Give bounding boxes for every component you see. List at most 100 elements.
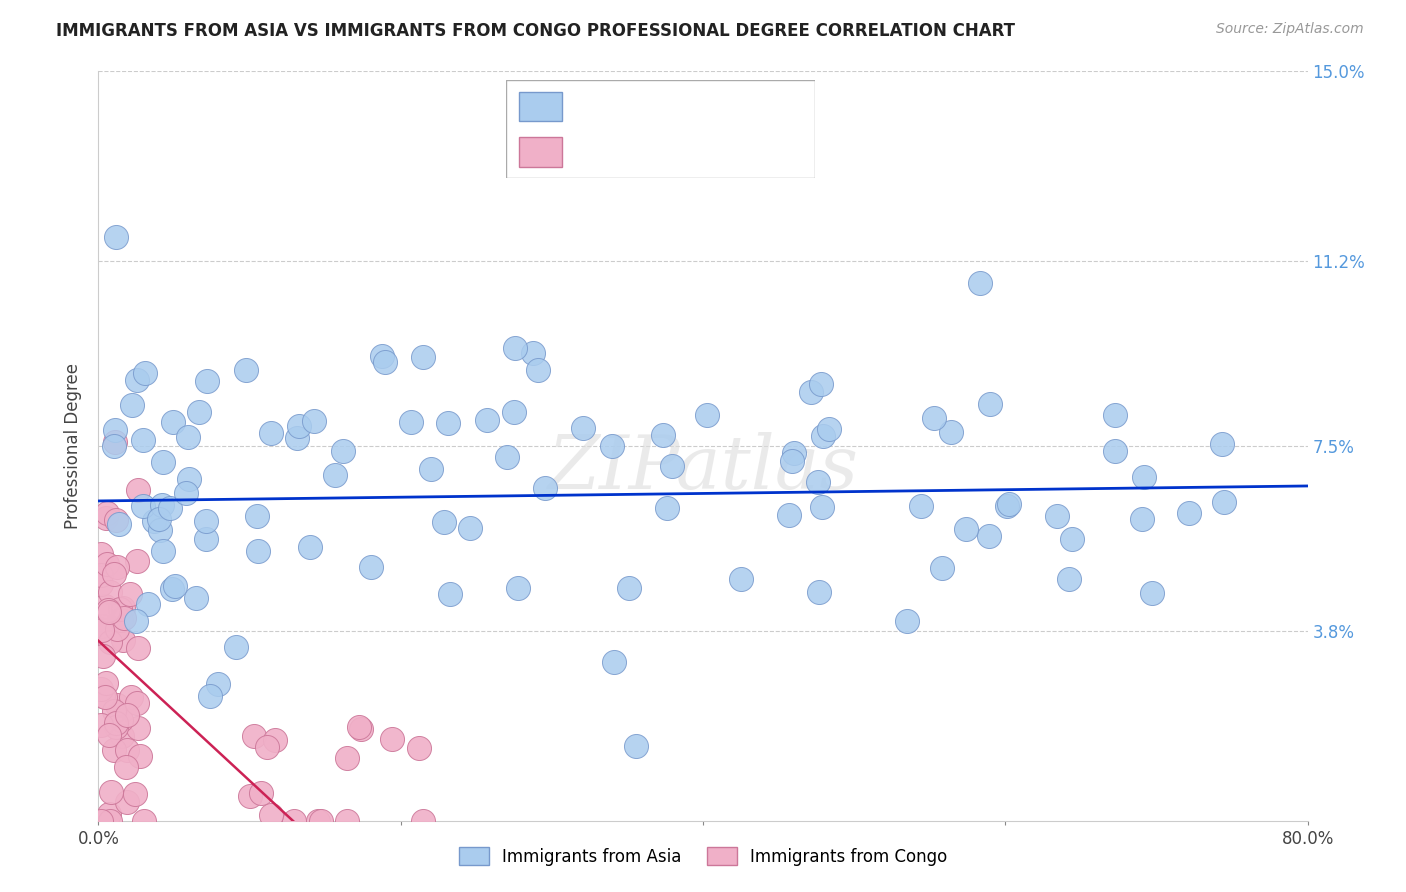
Point <box>477 413 499 427</box>
FancyBboxPatch shape <box>519 92 562 121</box>
Point <box>1130 512 1153 526</box>
Point <box>132 434 155 448</box>
Point <box>818 422 841 436</box>
Point <box>105 623 128 637</box>
Point <box>419 462 441 476</box>
Point <box>177 473 200 487</box>
Point <box>807 475 830 489</box>
Point <box>260 808 283 822</box>
Point <box>96 558 118 572</box>
Point <box>152 544 174 558</box>
Point <box>782 454 804 468</box>
Point <box>1140 586 1163 600</box>
Point <box>97 605 120 619</box>
Point <box>112 632 135 647</box>
Point <box>602 439 624 453</box>
Point <box>103 438 125 452</box>
Point <box>374 355 396 369</box>
Point <box>97 603 120 617</box>
Point <box>458 521 481 535</box>
Point <box>250 787 273 801</box>
Point <box>307 814 329 828</box>
Point <box>197 374 219 388</box>
Point <box>810 377 832 392</box>
Point <box>811 500 834 515</box>
Point <box>603 655 626 669</box>
Point <box>439 587 461 601</box>
Text: 102: 102 <box>754 98 789 116</box>
Point <box>1104 443 1126 458</box>
Point <box>336 751 359 765</box>
Point <box>922 411 945 425</box>
Point <box>195 514 218 528</box>
Point <box>260 425 283 440</box>
Point <box>412 351 434 365</box>
Point <box>105 698 128 712</box>
Point <box>527 362 550 376</box>
Point <box>800 384 823 399</box>
Point <box>115 760 138 774</box>
Point <box>225 640 247 654</box>
Point <box>696 409 718 423</box>
Point <box>256 739 278 754</box>
Point <box>90 814 112 828</box>
Point <box>283 814 305 828</box>
Point <box>730 573 752 587</box>
Text: 71: 71 <box>754 143 776 161</box>
Point <box>117 708 139 723</box>
Point <box>96 506 118 520</box>
Point <box>783 446 806 460</box>
Point <box>110 713 132 727</box>
Point <box>184 591 207 605</box>
Point <box>437 416 460 430</box>
Point <box>195 533 218 547</box>
Point <box>655 500 678 515</box>
Point <box>132 814 155 828</box>
Point <box>90 576 112 591</box>
Point <box>1045 509 1067 524</box>
Text: R =: R = <box>574 98 605 116</box>
Point <box>246 509 269 524</box>
Point <box>1132 470 1154 484</box>
Point <box>813 429 835 443</box>
Point <box>104 423 127 437</box>
Text: R =: R = <box>574 143 605 161</box>
Text: N =: N = <box>704 98 735 116</box>
Point <box>127 721 149 735</box>
Point <box>198 689 221 703</box>
Point <box>108 516 131 531</box>
Point <box>503 405 526 419</box>
Point <box>111 601 134 615</box>
Point <box>298 540 321 554</box>
Point <box>174 486 197 500</box>
Point <box>288 419 311 434</box>
Point <box>105 559 128 574</box>
Point <box>433 516 456 530</box>
Point <box>112 611 135 625</box>
Point <box>110 614 132 628</box>
Point <box>979 529 1001 543</box>
Point <box>264 733 287 747</box>
Point <box>103 742 125 756</box>
Point <box>159 501 181 516</box>
Point <box>125 614 148 628</box>
Point <box>188 404 211 418</box>
Point <box>162 582 184 597</box>
Point <box>93 599 115 614</box>
Text: -0.305: -0.305 <box>636 143 696 161</box>
Point <box>105 230 128 244</box>
Point <box>104 513 127 527</box>
Point <box>90 718 112 732</box>
Point <box>1104 408 1126 422</box>
Point <box>336 814 359 828</box>
Point <box>124 788 146 802</box>
Point <box>163 579 186 593</box>
Point <box>350 723 373 737</box>
Point <box>304 414 326 428</box>
Point <box>150 498 173 512</box>
Point <box>624 739 647 753</box>
Point <box>651 428 673 442</box>
Text: IMMIGRANTS FROM ASIA VS IMMIGRANTS FROM CONGO PROFESSIONAL DEGREE CORRELATION CH: IMMIGRANTS FROM ASIA VS IMMIGRANTS FROM … <box>56 22 1015 40</box>
Text: 0.033: 0.033 <box>636 98 689 116</box>
Point <box>148 511 170 525</box>
